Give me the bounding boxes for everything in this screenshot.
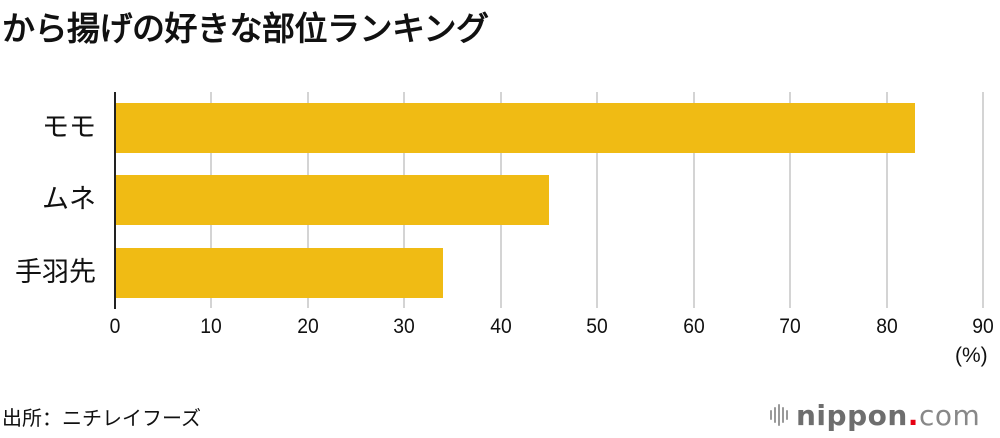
gridline xyxy=(596,92,599,308)
x-tick-label: 0 xyxy=(109,315,121,338)
x-tick-label: 10 xyxy=(200,315,223,338)
x-tick-label: 20 xyxy=(297,315,319,338)
category-label: 手羽先 xyxy=(15,257,96,288)
gridline xyxy=(982,92,984,308)
x-tick-label: 50 xyxy=(586,315,608,338)
gridline xyxy=(692,92,695,308)
x-axis-unit: (%) xyxy=(955,344,988,367)
x-tick-label: 80 xyxy=(875,315,898,338)
sound-wave-icon xyxy=(770,404,788,426)
gridline xyxy=(789,92,792,308)
source-note: 出所：ニチレイフーズ xyxy=(2,406,201,430)
y-axis-line xyxy=(114,92,116,309)
gridline xyxy=(885,92,888,308)
x-tick-label: 60 xyxy=(682,315,705,338)
category-label: モモ xyxy=(42,112,96,143)
bar xyxy=(116,103,916,153)
x-tick-label: 30 xyxy=(393,315,416,338)
bar xyxy=(116,248,443,298)
bar xyxy=(116,175,549,225)
x-tick-label: 70 xyxy=(779,315,801,338)
x-tick-label: 40 xyxy=(490,315,512,338)
x-tick-label: 90 xyxy=(972,315,994,338)
logo-wordmark: nippon.com xyxy=(796,398,981,432)
chart-title: から揚げの好きな部位ランキング xyxy=(2,9,489,48)
category-label: ムネ xyxy=(42,184,96,215)
nippon-logo: nippon.com xyxy=(770,398,980,432)
